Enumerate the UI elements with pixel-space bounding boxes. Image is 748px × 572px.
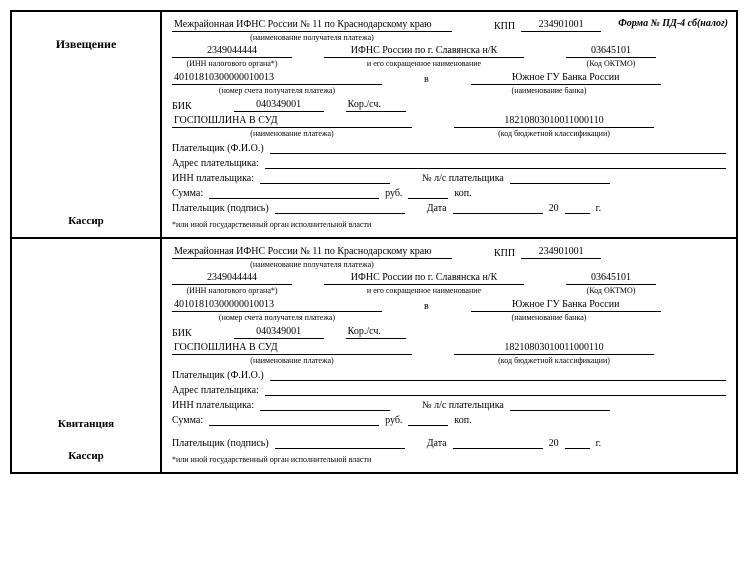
account-value: 40101810300000010013 <box>172 298 382 312</box>
hint-account: (номер счета получателя платежа) <box>172 313 382 322</box>
addr-field[interactable] <box>265 383 726 396</box>
sign-label: Плательщик (подпись) <box>172 203 269 214</box>
bik-value: 040349001 <box>234 98 324 112</box>
hint-short: и его сокращенное наименование <box>324 59 524 68</box>
payer-inn-field[interactable] <box>260 171 390 184</box>
year-field[interactable] <box>565 201 590 214</box>
sign-label: Плательщик (подпись) <box>172 438 269 449</box>
payer-inn-label: ИНН плательщика: <box>172 173 254 184</box>
hint-recipient: (наименование получателя платежа) <box>172 260 452 269</box>
hint-inn: (ИНН налогового органа*) <box>172 59 292 68</box>
recipient-name: Межрайонная ИФНС России № 11 по Краснода… <box>172 18 452 32</box>
hint-inn: (ИНН налогового органа*) <box>172 286 292 295</box>
hint-oktmo: (Код ОКТМО) <box>566 286 656 295</box>
date-label: Дата <box>427 438 447 449</box>
sign-field[interactable] <box>275 201 405 214</box>
kop-label: коп. <box>454 415 471 426</box>
sum-label: Сумма: <box>172 188 203 199</box>
sum-rub-field[interactable] <box>209 413 379 426</box>
year-suffix: г. <box>596 203 601 214</box>
hint-short: и его сокращенное наименование <box>324 286 524 295</box>
hint-payname: (наименование платежа) <box>172 356 412 365</box>
hint-account: (номер счета получателя платежа) <box>172 86 382 95</box>
payment-name: ГОСПОШЛИНА В СУД <box>172 341 412 355</box>
kor-label: Кор./сч. <box>346 98 406 112</box>
bik-value: 040349001 <box>234 325 324 339</box>
sum-kop-field[interactable] <box>408 186 448 199</box>
notice-left-column: Извещение Кассир <box>12 12 162 237</box>
addr-label: Адрес плательщика: <box>172 385 259 396</box>
slip-receipt: Квитанция Кассир Межрайонная ИФНС России… <box>12 239 736 472</box>
date-field[interactable] <box>453 201 543 214</box>
hint-recipient: (наименование получателя платежа) <box>172 33 452 42</box>
rub-label: руб. <box>385 188 402 199</box>
sum-kop-field[interactable] <box>408 413 448 426</box>
recipient-short: ИФНС России по г. Славянска н/К <box>324 271 524 285</box>
addr-field[interactable] <box>265 156 726 169</box>
notice-cashier: Кассир <box>68 215 104 227</box>
bik-label: БИК <box>172 101 192 112</box>
year-field[interactable] <box>565 436 590 449</box>
date-field[interactable] <box>453 436 543 449</box>
ls-label: № л/с плательщика <box>422 173 504 184</box>
kpp-value: 234901001 <box>521 18 601 32</box>
slip-notice: Извещение Кассир Форма № ПД-4 сб(налог) … <box>12 12 736 239</box>
receipt-cashier: Кассир <box>68 450 104 462</box>
addr-label: Адрес плательщика: <box>172 158 259 169</box>
payer-inn-label: ИНН плательщика: <box>172 400 254 411</box>
fio-label: Плательщик (Ф.И.О.) <box>172 143 264 154</box>
bik-label: БИК <box>172 328 192 339</box>
kor-label: Кор./сч. <box>346 325 406 339</box>
ls-field[interactable] <box>510 171 610 184</box>
notice-title: Извещение <box>56 37 117 52</box>
year-prefix: 20 <box>549 438 559 449</box>
ls-field[interactable] <box>510 398 610 411</box>
inn-value: 2349044444 <box>172 271 292 285</box>
kop-label: коп. <box>454 188 471 199</box>
sum-rub-field[interactable] <box>209 186 379 199</box>
hint-oktmo: (Код ОКТМО) <box>566 59 656 68</box>
kpp-value: 234901001 <box>521 245 601 259</box>
year-suffix: г. <box>596 438 601 449</box>
hint-kbk: (код бюджетной классификации) <box>454 356 654 365</box>
kbk-value: 18210803010011000110 <box>454 341 654 355</box>
at-label: в <box>424 74 429 85</box>
form-number: Форма № ПД-4 сб(налог) <box>618 18 728 29</box>
hint-payname: (наименование платежа) <box>172 129 412 138</box>
sum-label: Сумма: <box>172 415 203 426</box>
receipt-title: Квитанция <box>58 418 114 430</box>
receipt-body: Межрайонная ИФНС России № 11 по Краснода… <box>162 239 736 472</box>
account-value: 40101810300000010013 <box>172 71 382 85</box>
oktmo-value: 03645101 <box>566 44 656 58</box>
payment-form: Извещение Кассир Форма № ПД-4 сб(налог) … <box>10 10 738 474</box>
footnote: *или иной государственный орган исполнит… <box>172 455 726 464</box>
footnote: *или иной государственный орган исполнит… <box>172 220 726 229</box>
bank-value: Южное ГУ Банка России <box>471 71 661 85</box>
sign-field[interactable] <box>275 436 405 449</box>
kbk-value: 18210803010011000110 <box>454 114 654 128</box>
recipient-name: Межрайонная ИФНС России № 11 по Краснода… <box>172 245 452 259</box>
rub-label: руб. <box>385 415 402 426</box>
receipt-left-column: Квитанция Кассир <box>12 239 162 472</box>
fio-field[interactable] <box>270 141 726 154</box>
oktmo-value: 03645101 <box>566 271 656 285</box>
bank-value: Южное ГУ Банка России <box>471 298 661 312</box>
year-prefix: 20 <box>549 203 559 214</box>
hint-bank: (наименование банка) <box>454 86 644 95</box>
date-label: Дата <box>427 203 447 214</box>
recipient-short: ИФНС России по г. Славянска н/К <box>324 44 524 58</box>
ls-label: № л/с плательщика <box>422 400 504 411</box>
payment-name: ГОСПОШЛИНА В СУД <box>172 114 412 128</box>
fio-field[interactable] <box>270 368 726 381</box>
at-label: в <box>424 301 429 312</box>
kpp-label: КПП <box>494 21 515 32</box>
inn-value: 2349044444 <box>172 44 292 58</box>
payer-inn-field[interactable] <box>260 398 390 411</box>
notice-body: Форма № ПД-4 сб(налог) Межрайонная ИФНС … <box>162 12 736 237</box>
kpp-label: КПП <box>494 248 515 259</box>
hint-bank: (наименование банка) <box>454 313 644 322</box>
hint-kbk: (код бюджетной классификации) <box>454 129 654 138</box>
fio-label: Плательщик (Ф.И.О.) <box>172 370 264 381</box>
